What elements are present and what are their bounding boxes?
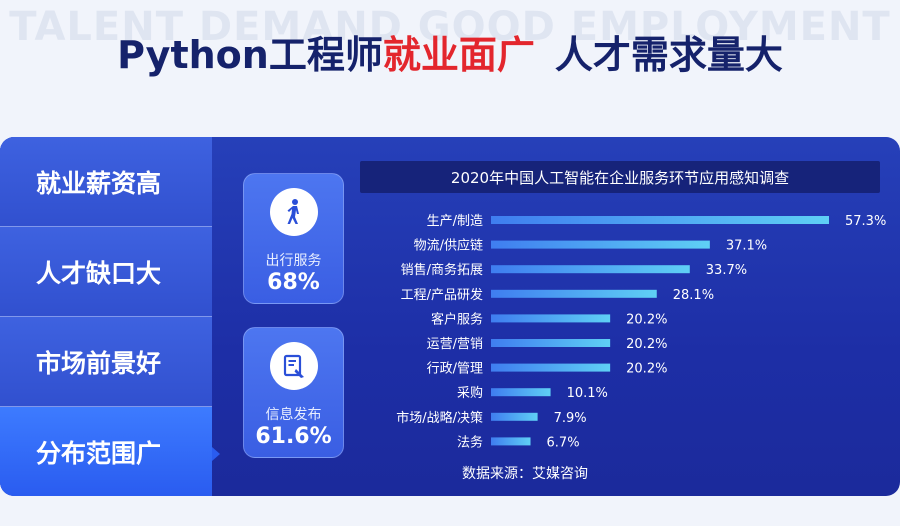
value-label: 7.9% xyxy=(554,411,587,426)
bar xyxy=(491,437,531,446)
category-label: 销售/商务拓展 xyxy=(401,262,483,278)
header-watermark: TALENT DEMAND GOOD EMPLOYMENT xyxy=(9,4,891,50)
bar xyxy=(491,265,690,274)
category-label: 法务 xyxy=(457,434,483,450)
sidebar-item-label: 市场前景好 xyxy=(36,348,162,378)
stat-card-travel: 出行服务 68% xyxy=(243,173,344,304)
category-label: 市场/战略/决策 xyxy=(396,410,483,426)
sidebar-item-label: 人才缺口大 xyxy=(36,258,162,288)
bar xyxy=(491,412,538,421)
stat-card-info: 信息发布 61.6% xyxy=(243,327,344,458)
category-label: 运营/营销 xyxy=(427,337,483,352)
value-label: 20.2% xyxy=(626,337,667,352)
title-part3: 人才需求量大 xyxy=(554,33,783,77)
bar xyxy=(491,289,657,298)
title-part1: Python工程师 xyxy=(117,33,383,77)
value-label: 28.1% xyxy=(673,288,714,303)
sidebar-item-salary[interactable]: 就业薪资高 xyxy=(0,137,212,227)
value-label: 20.2% xyxy=(626,312,667,327)
stat-card-label: 信息发布 xyxy=(265,407,322,423)
page-title: Python工程师就业面广 人才需求量大 xyxy=(0,24,900,79)
category-label: 生产/制造 xyxy=(427,214,483,229)
value-label: 37.1% xyxy=(726,239,767,254)
sidebar-item-label: 就业薪资高 xyxy=(36,168,162,198)
stat-card-value: 61.6% xyxy=(255,424,332,449)
person-walking-icon xyxy=(270,188,318,236)
sidebar-item-market-outlook[interactable]: 市场前景好 xyxy=(0,317,212,407)
category-label: 客户服务 xyxy=(431,311,483,327)
value-label: 10.1% xyxy=(567,386,608,401)
active-indicator-arrow xyxy=(212,447,220,461)
bar xyxy=(491,363,611,372)
bar xyxy=(491,240,710,249)
document-edit-icon xyxy=(270,342,318,390)
stat-card-value: 68% xyxy=(267,270,320,295)
category-label: 采购 xyxy=(457,385,483,401)
bar xyxy=(491,314,611,323)
sidebar-item-distribution[interactable]: 分布范围广 xyxy=(0,407,212,496)
sidebar-item-label: 分布范围广 xyxy=(36,438,162,468)
value-label: 33.7% xyxy=(706,263,747,278)
bar-chart: 生产/制造 57.3% 物流/供应链 37.1% 销售/商务拓展 33.7% 工程/产品研发… xyxy=(396,214,886,450)
bar xyxy=(491,388,551,397)
content-panel: 就业薪资高 人才缺口大 市场前景好 分布范围广 出行服务 68% xyxy=(0,137,900,496)
data-source: 数据来源：艾媒咨询 xyxy=(462,466,588,482)
value-label: 57.3% xyxy=(845,214,886,229)
title-highlight: 就业面广 xyxy=(382,33,535,77)
category-label: 行政/管理 xyxy=(427,362,483,377)
category-label: 物流/供应链 xyxy=(414,238,483,254)
sidebar: 就业薪资高 人才缺口大 市场前景好 分布范围广 xyxy=(0,137,212,496)
value-label: 20.2% xyxy=(626,362,667,377)
sidebar-item-talent-gap[interactable]: 人才缺口大 xyxy=(0,227,212,317)
bar xyxy=(491,339,611,347)
chart-title: 2020年中国人工智能在企业服务环节应用感知调查 xyxy=(360,161,880,193)
value-label: 6.7% xyxy=(547,435,580,450)
bar xyxy=(491,216,829,224)
stat-card-label: 出行服务 xyxy=(265,253,322,269)
category-label: 工程/产品研发 xyxy=(401,287,483,303)
